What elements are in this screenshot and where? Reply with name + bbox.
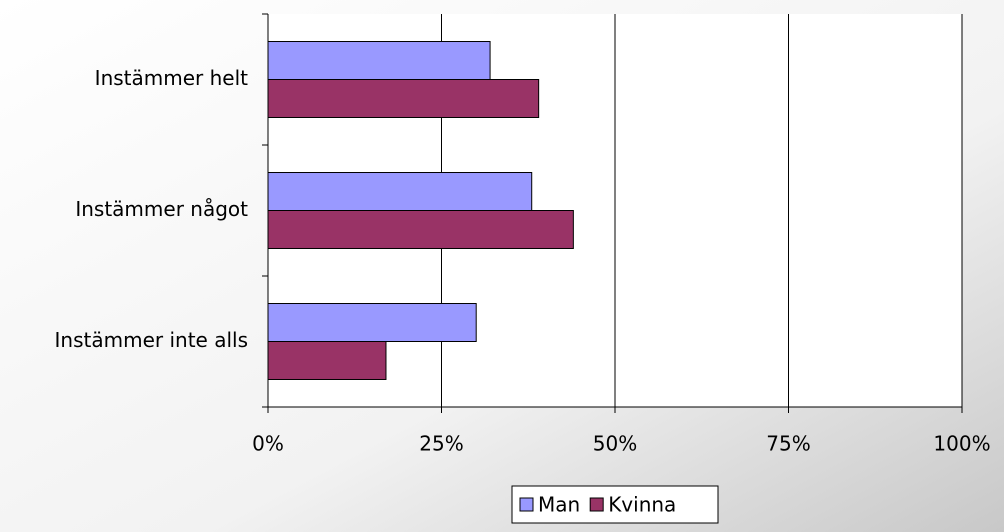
bar xyxy=(267,341,387,380)
x-tick-label: 0% xyxy=(252,432,284,456)
legend-label: Man xyxy=(538,493,580,517)
bar xyxy=(267,41,491,80)
legend-swatch xyxy=(589,497,604,512)
bar xyxy=(267,303,477,343)
legend-swatch xyxy=(519,497,534,512)
y-tick-label: Instämmer helt xyxy=(95,66,248,90)
bar xyxy=(267,172,533,211)
x-tick-label: 75% xyxy=(766,432,810,456)
y-tick-label: Instämmer inte alls xyxy=(55,328,248,352)
bar xyxy=(267,79,540,118)
y-tick-label: Instämmer något xyxy=(75,197,248,221)
legend-label: Kvinna xyxy=(608,493,676,517)
x-tick-label: 25% xyxy=(419,432,463,456)
x-tick-label: 50% xyxy=(593,432,637,456)
x-tick-label: 100% xyxy=(933,432,990,456)
legend-box xyxy=(511,485,719,524)
bar xyxy=(267,210,574,249)
